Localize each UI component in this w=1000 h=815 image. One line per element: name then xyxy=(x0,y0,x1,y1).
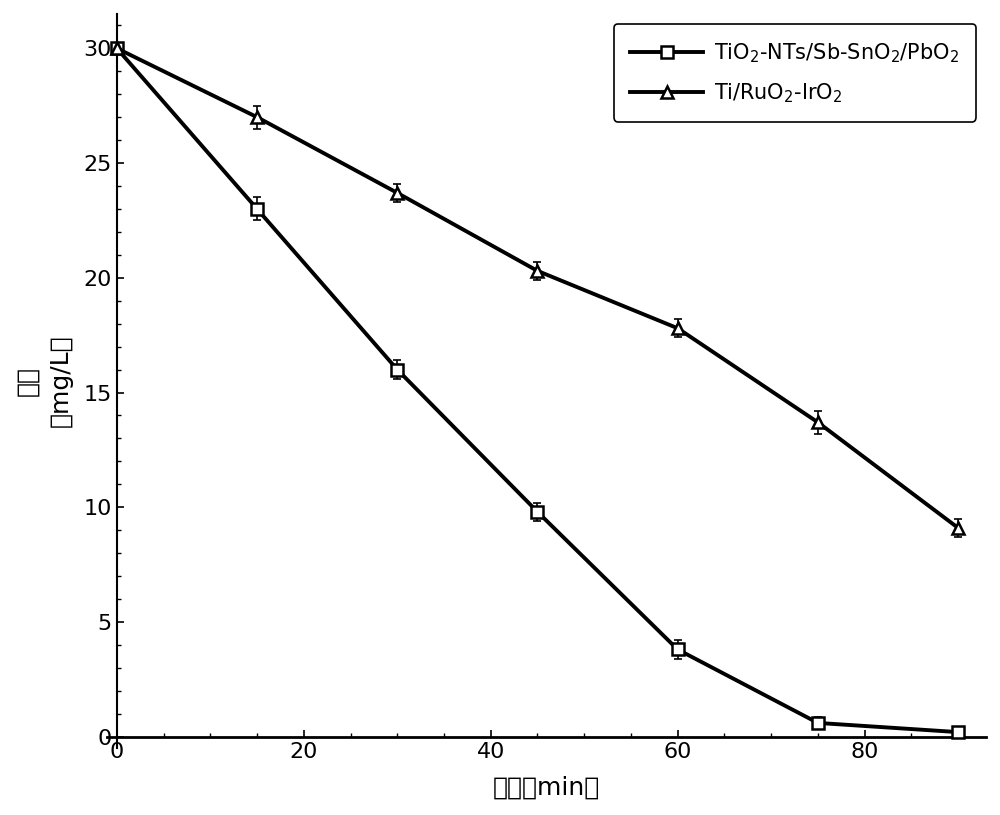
TiO$_2$-NTs/Sb-SnO$_2$/PbO$_2$ xyxy=(111,43,123,53)
Ti/RuO$_2$-IrO$_2$ xyxy=(952,523,964,533)
TiO$_2$-NTs/Sb-SnO$_2$/PbO$_2$ xyxy=(531,507,543,517)
TiO$_2$-NTs/Sb-SnO$_2$/PbO$_2$ xyxy=(672,645,684,654)
TiO$_2$-NTs/Sb-SnO$_2$/PbO$_2$ xyxy=(251,204,263,214)
Y-axis label: 氨氮
（mg/L）: 氨氮 （mg/L） xyxy=(15,335,72,427)
Ti/RuO$_2$-IrO$_2$ xyxy=(531,266,543,275)
Legend: TiO$_2$-NTs/Sb-SnO$_2$/PbO$_2$, Ti/RuO$_2$-IrO$_2$: TiO$_2$-NTs/Sb-SnO$_2$/PbO$_2$, Ti/RuO$_… xyxy=(614,24,976,121)
Ti/RuO$_2$-IrO$_2$ xyxy=(672,324,684,333)
Ti/RuO$_2$-IrO$_2$ xyxy=(391,188,403,198)
Line: Ti/RuO$_2$-IrO$_2$: Ti/RuO$_2$-IrO$_2$ xyxy=(111,42,964,534)
TiO$_2$-NTs/Sb-SnO$_2$/PbO$_2$ xyxy=(391,364,403,374)
Ti/RuO$_2$-IrO$_2$ xyxy=(111,43,123,53)
TiO$_2$-NTs/Sb-SnO$_2$/PbO$_2$ xyxy=(952,727,964,737)
X-axis label: 时间（min）: 时间（min） xyxy=(493,775,600,800)
Ti/RuO$_2$-IrO$_2$ xyxy=(812,417,824,427)
Ti/RuO$_2$-IrO$_2$ xyxy=(251,112,263,122)
Line: TiO$_2$-NTs/Sb-SnO$_2$/PbO$_2$: TiO$_2$-NTs/Sb-SnO$_2$/PbO$_2$ xyxy=(111,42,964,738)
TiO$_2$-NTs/Sb-SnO$_2$/PbO$_2$ xyxy=(812,718,824,728)
